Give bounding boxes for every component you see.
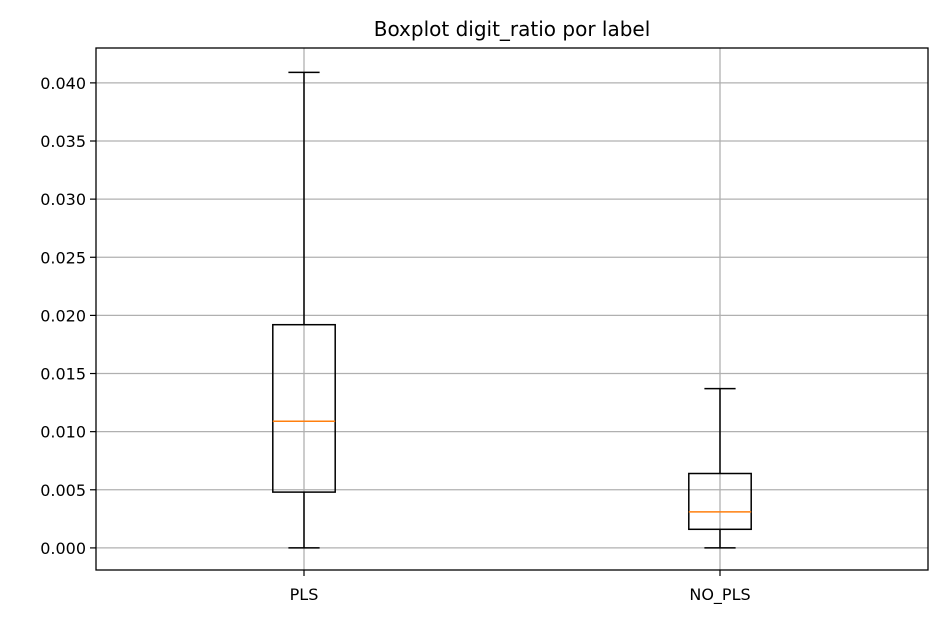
y-tick-label: 0.005 [40, 481, 86, 500]
grid-layer [96, 48, 928, 570]
y-tick-label: 0.015 [40, 365, 86, 384]
box-pls [272, 71, 336, 549]
chart-title: Boxplot digit_ratio por label [374, 17, 651, 41]
y-tick-label: 0.025 [40, 248, 86, 267]
y-tick-label: 0.040 [40, 74, 86, 93]
x-tick-label: NO_PLS [689, 585, 750, 605]
y-tick-label: 0.020 [40, 306, 86, 325]
iqr-box [688, 472, 752, 531]
tick-layer: 0.000 0.005 0.010 0.015 0.020 0.025 0.030 0.035… [40, 74, 750, 605]
y-tick-label: 0.010 [40, 423, 86, 442]
y-tick-label: 0.030 [40, 190, 86, 209]
iqr-box [272, 323, 336, 493]
box-no-pls [688, 387, 752, 549]
x-tick-label: PLS [290, 585, 319, 604]
box-layer [272, 71, 752, 549]
y-tick-label: 0.035 [40, 132, 86, 151]
axes-frame [95, 47, 929, 571]
y-tick-label: 0.000 [40, 539, 86, 558]
